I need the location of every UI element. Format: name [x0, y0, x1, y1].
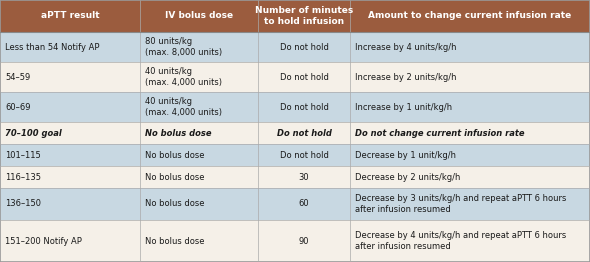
Text: Increase by 2 units/kg/h: Increase by 2 units/kg/h [355, 73, 457, 81]
Text: Do not hold: Do not hold [280, 150, 329, 160]
Text: Do not hold: Do not hold [280, 42, 329, 52]
Text: 40 units/kg
(max. 4,000 units): 40 units/kg (max. 4,000 units) [145, 97, 222, 117]
Text: 80 units/kg
(max. 8,000 units): 80 units/kg (max. 8,000 units) [145, 37, 222, 57]
Text: Increase by 1 unit/kg/h: Increase by 1 unit/kg/h [355, 102, 452, 112]
Bar [0, 0, 140, 32]
Text: Do not hold: Do not hold [280, 102, 329, 112]
Bar [0, 166, 590, 188]
Text: Decrease by 4 units/kg/h and repeat aPTT 6 hours
after infusion resumed: Decrease by 4 units/kg/h and repeat aPTT… [355, 231, 566, 251]
Text: Number of minutes
to hold infusion: Number of minutes to hold infusion [255, 6, 353, 26]
Text: 116–135: 116–135 [5, 172, 41, 182]
Text: 90: 90 [299, 237, 309, 245]
Text: Decrease by 3 units/kg/h and repeat aPTT 6 hours
after infusion resumed: Decrease by 3 units/kg/h and repeat aPTT… [355, 194, 566, 214]
Bar [0, 144, 590, 166]
Text: 40 units/kg
(max. 4,000 units): 40 units/kg (max. 4,000 units) [145, 67, 222, 87]
Text: No bolus dose: No bolus dose [145, 150, 205, 160]
Text: No bolus dose: No bolus dose [145, 128, 211, 138]
Bar [140, 0, 258, 32]
Bar [0, 62, 590, 92]
Text: Amount to change current infusion rate: Amount to change current infusion rate [368, 12, 572, 20]
Text: No bolus dose: No bolus dose [145, 172, 205, 182]
Text: No bolus dose: No bolus dose [145, 199, 205, 209]
Bar [0, 188, 590, 220]
Text: Decrease by 1 unit/kg/h: Decrease by 1 unit/kg/h [355, 150, 456, 160]
Text: Decrease by 2 units/kg/h: Decrease by 2 units/kg/h [355, 172, 460, 182]
Text: IV bolus dose: IV bolus dose [165, 12, 233, 20]
Bar [350, 0, 590, 32]
Text: Do not hold: Do not hold [277, 128, 332, 138]
Text: Increase by 4 units/kg/h: Increase by 4 units/kg/h [355, 42, 457, 52]
Text: Do not change current infusion rate: Do not change current infusion rate [355, 128, 525, 138]
Text: 70–100 goal: 70–100 goal [5, 128, 62, 138]
Text: aPTT result: aPTT result [41, 12, 99, 20]
Text: 151–200 Notify AP: 151–200 Notify AP [5, 237, 82, 245]
Bar [0, 220, 590, 262]
Bar [258, 0, 350, 32]
Bar [0, 92, 590, 122]
Text: No bolus dose: No bolus dose [145, 237, 205, 245]
Bar [0, 32, 590, 62]
Text: Less than 54 Notify AP: Less than 54 Notify AP [5, 42, 100, 52]
Text: Do not hold: Do not hold [280, 73, 329, 81]
Text: 60–69: 60–69 [5, 102, 31, 112]
Text: 54–59: 54–59 [5, 73, 30, 81]
Text: 101–115: 101–115 [5, 150, 41, 160]
Text: 136–150: 136–150 [5, 199, 41, 209]
Text: 60: 60 [299, 199, 309, 209]
Bar [0, 122, 590, 144]
Text: 30: 30 [299, 172, 309, 182]
